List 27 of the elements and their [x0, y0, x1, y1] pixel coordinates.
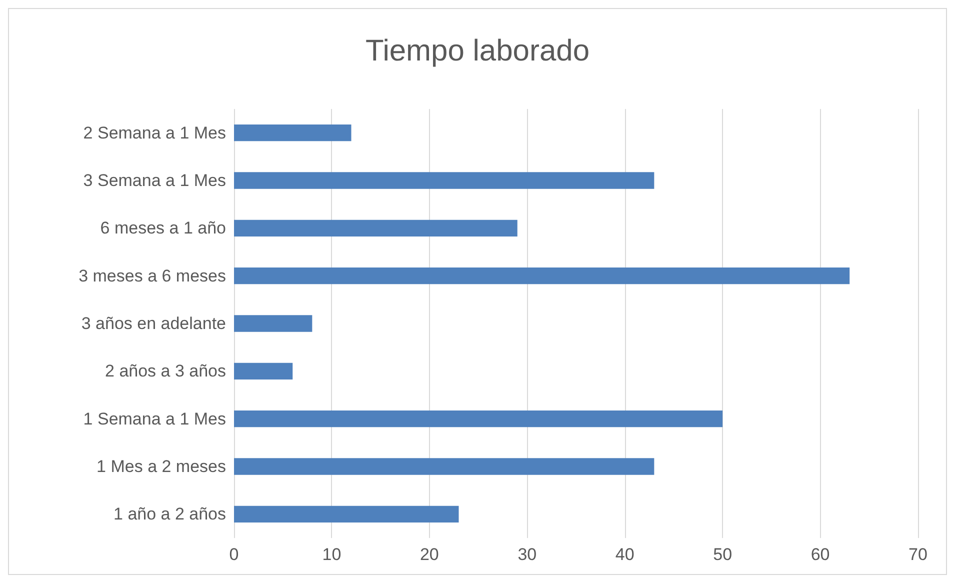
x-tick-label: 30 — [518, 545, 537, 564]
bar — [234, 220, 518, 237]
y-tick-label: 2 años a 3 años — [105, 362, 226, 381]
bar — [234, 410, 723, 428]
bar — [234, 315, 312, 332]
chart-title: Tiempo laborado — [365, 34, 590, 68]
bar — [234, 458, 654, 475]
x-tick-label: 40 — [615, 545, 634, 564]
x-tick-label: 70 — [908, 545, 928, 564]
y-tick-label: 1 Semana a 1 Mes — [83, 409, 226, 428]
x-tick-label: 20 — [420, 545, 439, 564]
y-tick-label: 6 meses a 1 año — [100, 218, 226, 238]
bar — [234, 124, 352, 142]
x-tick-label: 0 — [229, 545, 239, 564]
y-tick-label: 2 Semana a 1 Mes — [83, 123, 226, 142]
y-tick-label: 3 Semana a 1 Mes — [83, 171, 226, 190]
bar — [234, 267, 850, 284]
x-tick-label: 50 — [713, 545, 732, 564]
y-tick-label: 1 Mes a 2 meses — [96, 457, 226, 476]
y-tick-label: 3 años en adelante — [81, 314, 226, 333]
x-tick-label: 10 — [322, 545, 342, 564]
bar — [234, 172, 654, 189]
y-tick-label: 3 meses a 6 meses — [78, 266, 226, 286]
x-tick-label: 60 — [810, 545, 830, 564]
bar — [234, 362, 293, 380]
y-tick-label: 1 año a 2 años — [114, 504, 226, 524]
bar — [234, 506, 459, 523]
